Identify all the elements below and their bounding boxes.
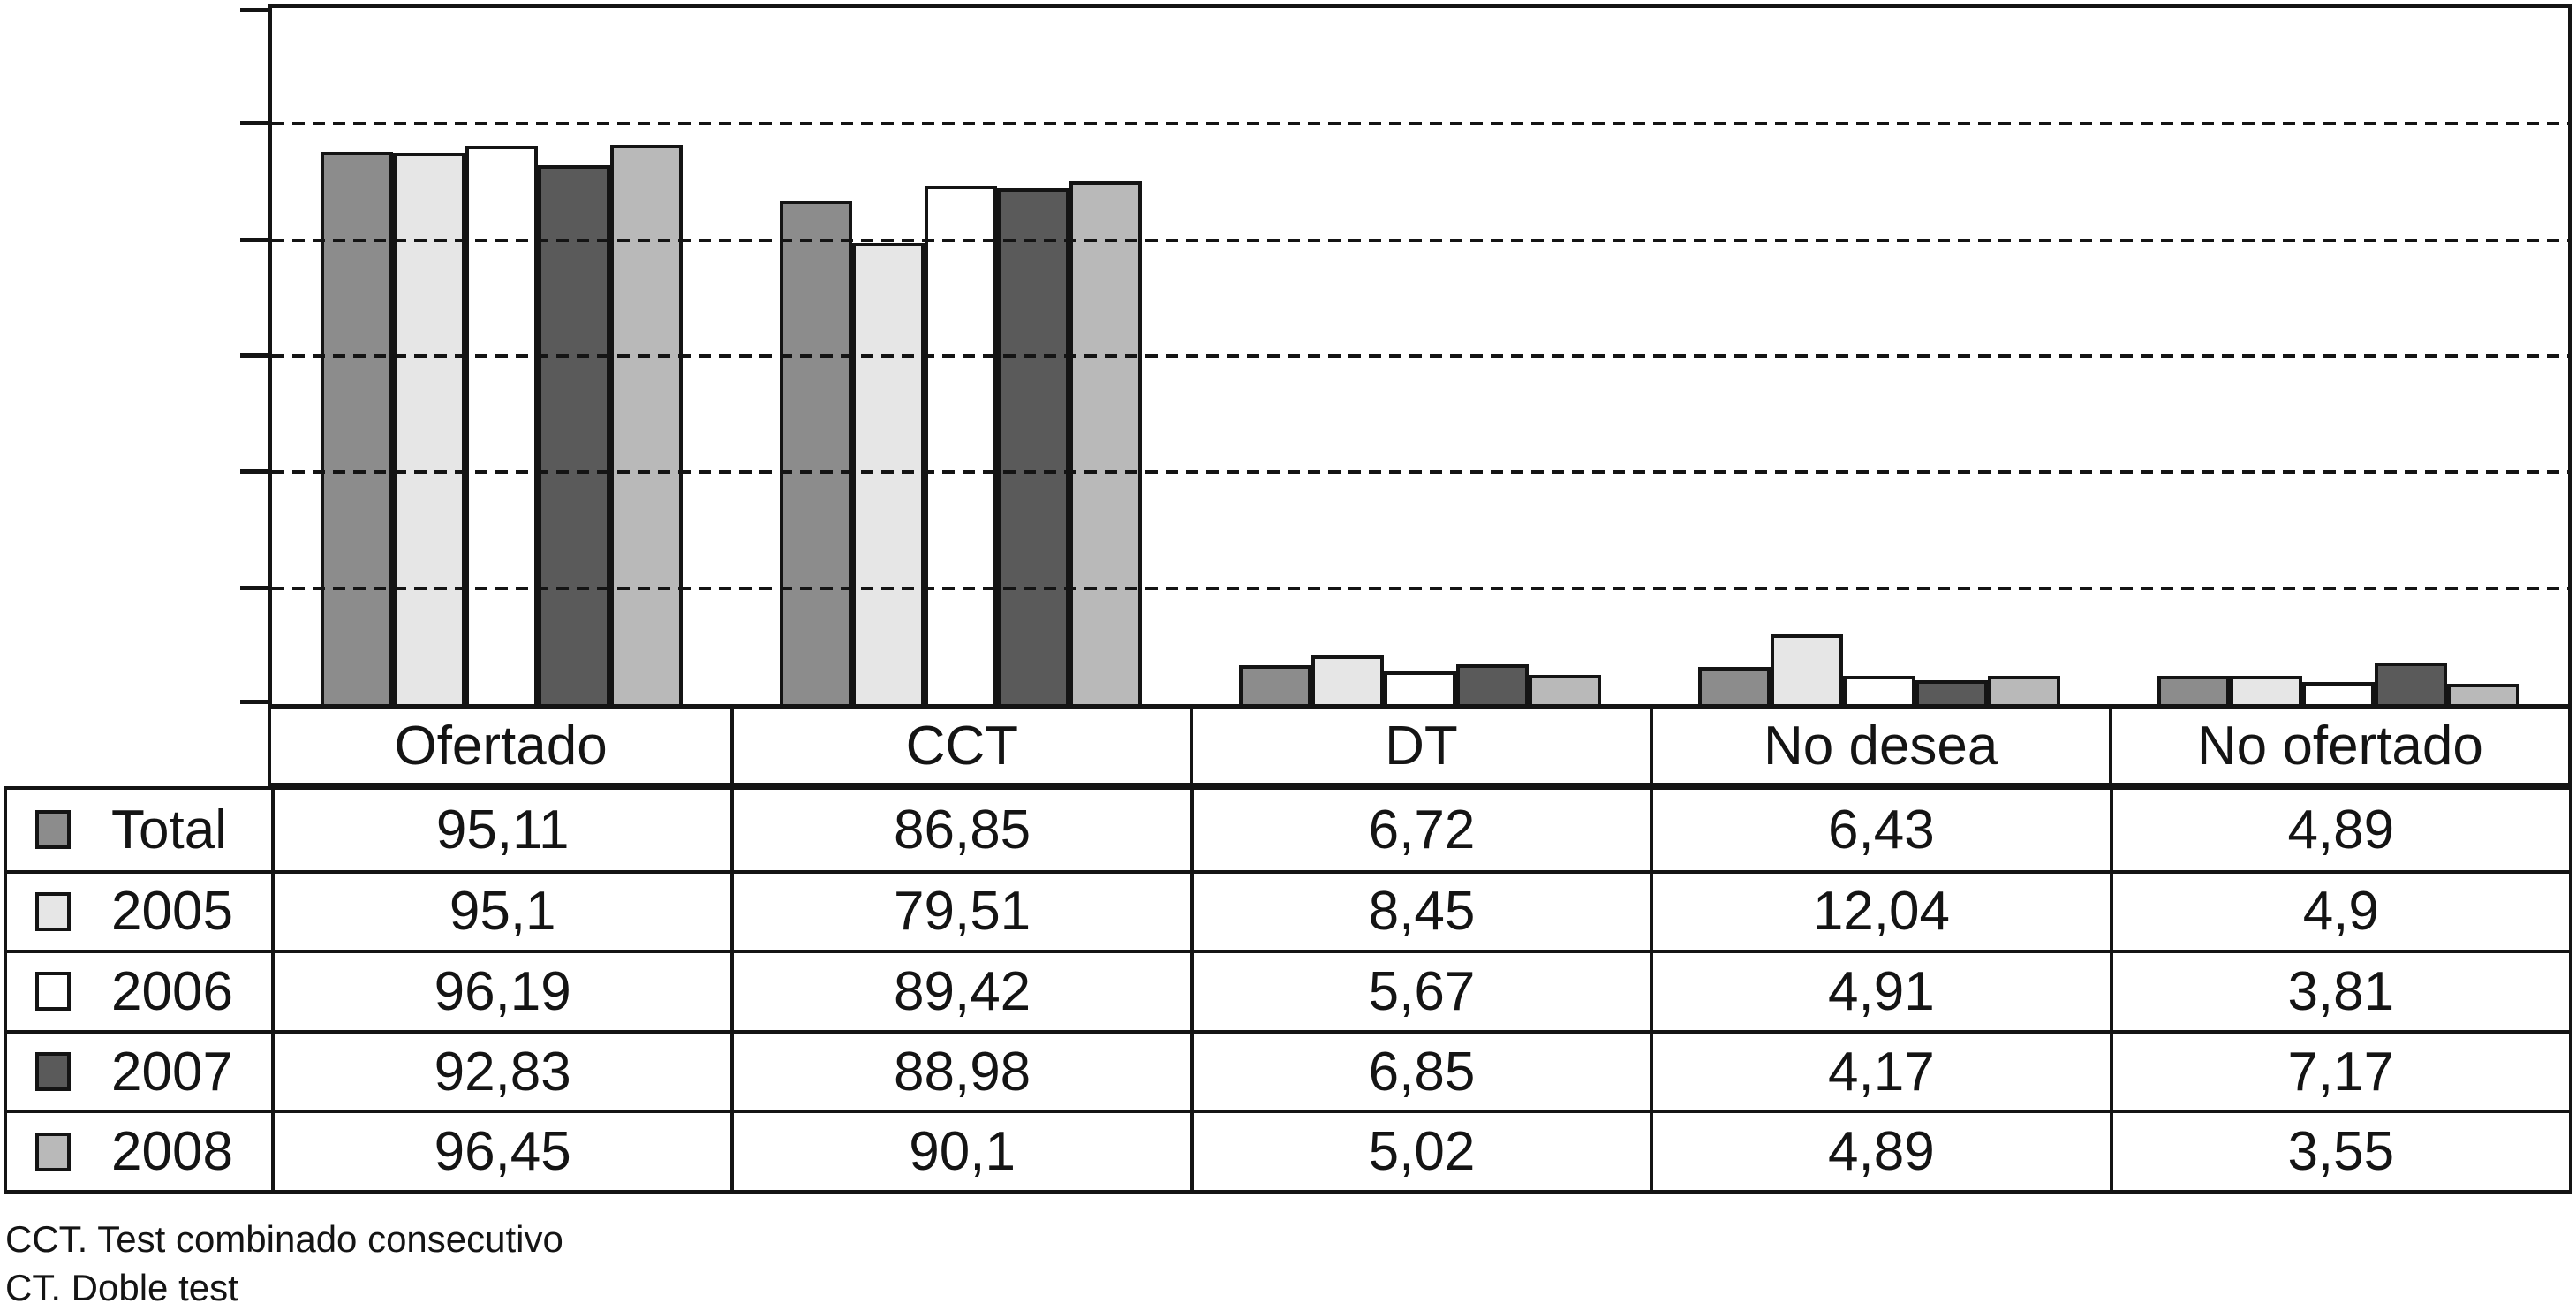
legend-swatch: [35, 972, 71, 1012]
bar: [1311, 656, 1384, 704]
value-cell: 4,17: [1650, 1029, 2110, 1110]
gridline: [272, 239, 2568, 242]
gridline: [272, 354, 2568, 358]
bar: [393, 153, 465, 704]
bar: [997, 188, 1069, 704]
bar: [1456, 664, 1529, 704]
legend-label: 2006: [111, 960, 233, 1022]
bar: [1529, 675, 1601, 704]
header-cell-ofertado: Ofertado: [394, 715, 608, 777]
value-cell: 95,1: [271, 869, 731, 951]
value-cell: 6,43: [1650, 790, 2109, 870]
legend-label: 2008: [111, 1121, 233, 1183]
bar-group-cct: [731, 8, 1190, 704]
value-cell: 79,51: [730, 869, 1190, 951]
y-axis-tick: [240, 121, 272, 125]
bar: [925, 186, 997, 704]
header-cell-no-desea: No desea: [1649, 709, 2109, 783]
value-cell: 4,89: [2109, 790, 2569, 870]
legend-swatch: [35, 1052, 71, 1092]
value-cell: 3,81: [2109, 950, 2569, 1030]
value-cell: 96,45: [271, 1110, 731, 1190]
chart-plot-area: [240, 4, 2572, 709]
table-body: Total 95,11 86,85 6,72 6,43 4,89 2005 95,1 79,51…: [4, 786, 2572, 1194]
legend-cell: 2006: [7, 950, 271, 1030]
gridline: [272, 122, 2568, 125]
legend-swatch: [35, 1132, 71, 1171]
bar: [1843, 676, 1915, 704]
value-cell: 88,98: [730, 1029, 1190, 1110]
legend-cell: Total: [7, 790, 271, 870]
legend-swatch: [35, 810, 71, 850]
legend-label: 2005: [111, 881, 233, 943]
header-cell-cct: CCT: [730, 709, 1190, 783]
header-cell-no-ofertado: No ofertado: [2108, 709, 2568, 783]
value-cell: 95,11: [271, 790, 730, 870]
y-axis-tick: [240, 469, 272, 474]
value-cell: 12,04: [1650, 869, 2110, 951]
bar: [465, 146, 538, 704]
legend-label: 2007: [111, 1041, 233, 1103]
legend-cell: 2005: [7, 869, 271, 951]
bar-group-dt: [1190, 8, 1650, 704]
value-cell: 3,55: [2109, 1110, 2569, 1190]
bar-group-no-ofertado: [2109, 8, 2568, 704]
bar: [538, 165, 610, 704]
footnote-cct: CCT. Test combinado consecutivo: [5, 1218, 563, 1260]
legend-cell: 2008: [7, 1110, 271, 1190]
value-cell: 5,67: [1190, 950, 1651, 1030]
bar: [1915, 680, 1988, 704]
value-cell: 6,85: [1190, 1029, 1651, 1110]
table-header-row: Ofertado CCT DT No desea No ofertado: [268, 709, 2572, 786]
bar: [1384, 671, 1456, 704]
bar: [780, 201, 852, 704]
bar: [2157, 676, 2230, 704]
y-axis-tick: [240, 238, 272, 242]
gridline: [272, 470, 2568, 474]
value-cell: 4,91: [1650, 950, 2110, 1030]
value-cell: 86,85: [730, 790, 1190, 870]
legend-swatch: [35, 891, 71, 931]
bar: [2230, 676, 2302, 704]
value-cell: 4,89: [1650, 1110, 2110, 1190]
header-cell-dt: DT: [1190, 709, 1649, 783]
bar: [1988, 676, 2060, 704]
footnote-ct: CT. Doble test: [5, 1267, 238, 1308]
value-cell: 5,02: [1190, 1110, 1651, 1190]
value-cell: 96,19: [271, 950, 731, 1030]
y-axis-tick: [240, 8, 272, 12]
value-cell: 8,45: [1190, 869, 1651, 951]
legend-cell: 2007: [7, 1029, 271, 1110]
y-axis-tick: [240, 586, 272, 590]
bar: [1069, 181, 1142, 704]
y-axis-tick: [240, 353, 272, 358]
bar: [610, 145, 683, 704]
bar: [2302, 682, 2375, 704]
value-cell: 6,72: [1190, 790, 1650, 870]
value-cell: 7,17: [2109, 1029, 2569, 1110]
bar: [1239, 665, 1311, 704]
value-cell: 92,83: [271, 1029, 731, 1110]
bar-groups-layer: [272, 8, 2568, 704]
bar: [2447, 684, 2519, 704]
legend-label: Total: [111, 799, 227, 860]
gridline: [272, 587, 2568, 590]
value-cell: 89,42: [730, 950, 1190, 1030]
bar: [1771, 634, 1843, 704]
bar-group-no-desea: [1650, 8, 2109, 704]
bar: [1698, 667, 1771, 704]
bar: [321, 152, 393, 704]
bar: [852, 243, 925, 704]
value-cell: 90,1: [730, 1110, 1190, 1190]
y-axis-tick: [240, 700, 272, 704]
bar: [2375, 663, 2447, 704]
value-cell: 4,9: [2109, 869, 2569, 951]
